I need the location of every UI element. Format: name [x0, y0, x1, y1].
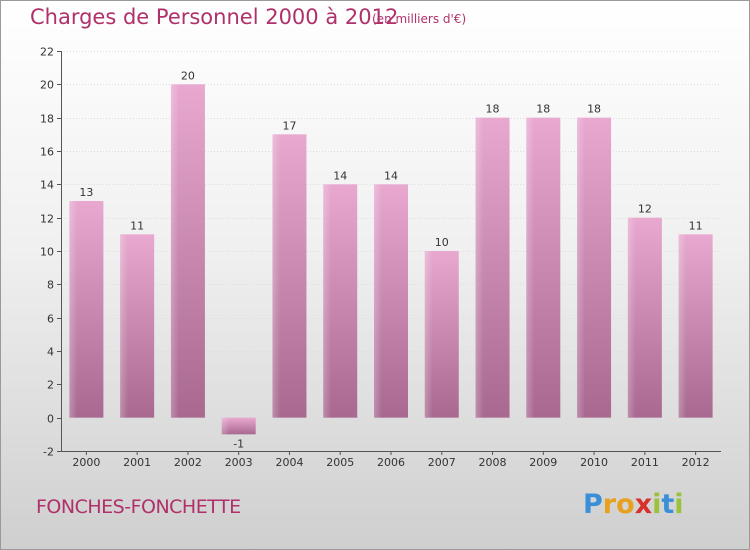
- town-name: FONCHES-FONCHETTE: [36, 496, 241, 518]
- y-tick-label: 16: [40, 146, 54, 159]
- value-label: 14: [333, 169, 347, 182]
- x-tick-label: 2007: [428, 456, 456, 469]
- bar-highlight: [475, 117, 484, 418]
- label-layer: 13 11 20 -1 17 14 14 10 18 18 18 12 11: [79, 69, 702, 450]
- y-tick-label: 2: [47, 379, 54, 392]
- value-label: 20: [181, 69, 195, 82]
- x-tick-label: 2004: [275, 456, 303, 469]
- y-tick-label: 6: [47, 313, 54, 326]
- y-tick-label: 18: [40, 113, 54, 126]
- bar-highlight: [577, 117, 586, 418]
- value-label: -1: [233, 437, 244, 450]
- bar-highlight: [526, 117, 535, 418]
- value-label: 14: [384, 169, 398, 182]
- bar-layer: [69, 84, 713, 435]
- bar-highlight: [221, 417, 230, 435]
- value-label: 13: [79, 186, 93, 199]
- x-tick-label: 2011: [631, 456, 659, 469]
- bar-highlight: [120, 234, 129, 418]
- bar-highlight: [272, 134, 281, 418]
- x-tick-label: 2012: [682, 456, 710, 469]
- x-tick-label: 2000: [72, 456, 100, 469]
- x-tick-label: 2009: [529, 456, 557, 469]
- y-tick-label: 12: [40, 213, 54, 226]
- axis-layer: -2 0 2 4 6 8 10 12 14 16 18 20 22 2000 2001 2002 2003 200…: [40, 46, 721, 469]
- x-tick-label: 2008: [479, 456, 507, 469]
- value-label: 11: [689, 219, 703, 232]
- x-tick-label: 2003: [225, 456, 253, 469]
- bar-highlight: [69, 201, 78, 418]
- y-tick-label: 10: [40, 246, 54, 259]
- bar-highlight: [678, 234, 687, 418]
- logo-letter: i: [674, 489, 684, 520]
- x-tick-label: 2002: [174, 456, 202, 469]
- logo-letter: P: [583, 489, 603, 520]
- logo-letter: o: [616, 489, 635, 520]
- proxiti-logo: Proxiti: [583, 489, 684, 520]
- value-label: 17: [282, 119, 296, 132]
- value-label: 18: [536, 103, 550, 116]
- y-tick-label: 4: [47, 346, 54, 359]
- y-tick-label: 0: [47, 413, 54, 426]
- logo-letter: r: [602, 489, 617, 520]
- bar-2003: [221, 417, 256, 435]
- value-label: 11: [130, 219, 144, 232]
- bar-highlight: [627, 217, 636, 418]
- y-tick-label: 14: [40, 179, 54, 192]
- chart-subtitle: (en milliers d'€): [372, 12, 467, 26]
- x-tick-label: 2001: [123, 456, 151, 469]
- y-tick-label: 8: [47, 279, 54, 292]
- bar-highlight: [170, 84, 179, 418]
- bar-highlight: [323, 184, 332, 418]
- bar-highlight: [374, 184, 382, 418]
- value-label: 18: [587, 103, 601, 116]
- value-label: 12: [638, 203, 652, 216]
- y-tick-label: -2: [43, 446, 54, 459]
- logo-letter: i: [652, 489, 662, 520]
- logo-letter: t: [661, 489, 675, 520]
- value-label: 10: [435, 236, 449, 249]
- x-tick-label: 2010: [580, 456, 608, 469]
- bar-highlight: [424, 251, 433, 418]
- x-tick-label: 2006: [377, 456, 405, 469]
- logo-letter: x: [634, 489, 653, 520]
- value-label: 18: [486, 103, 500, 116]
- chart-title: Charges de Personnel 2000 à 2012: [30, 5, 399, 29]
- y-tick-label: 20: [40, 79, 54, 92]
- y-tick-label: 22: [40, 46, 54, 59]
- x-tick-label: 2005: [326, 456, 354, 469]
